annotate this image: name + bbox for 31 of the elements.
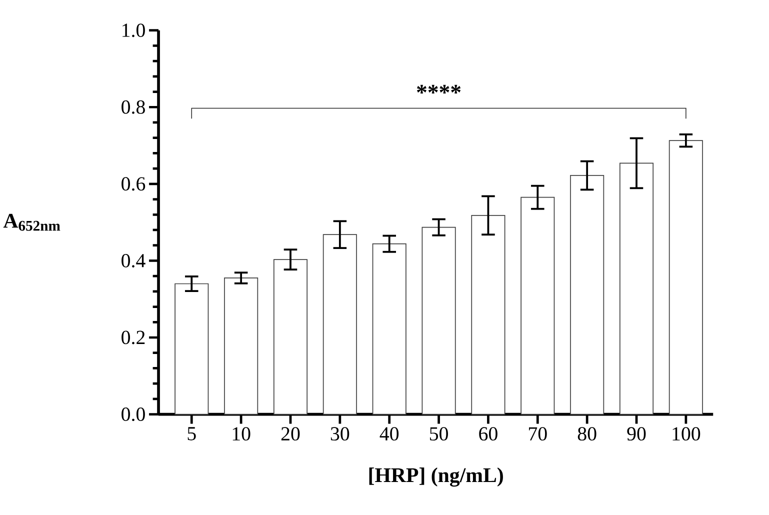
y-tick-label: 1.0 <box>122 24 145 38</box>
bar <box>520 197 555 415</box>
bar <box>372 243 406 415</box>
annotation: **** <box>416 85 461 94</box>
bar <box>422 226 456 415</box>
x-tick-label: 10 <box>232 427 250 441</box>
x-tick-label: 80 <box>578 427 596 441</box>
y-tick-label: 0.0 <box>122 408 145 422</box>
y-tick-label: 0.2 <box>122 330 145 344</box>
x-tick-label: 100 <box>672 427 700 441</box>
bar <box>471 215 506 415</box>
bar <box>570 175 604 415</box>
x-tick-label: 90 <box>627 427 646 441</box>
bar <box>224 278 258 415</box>
y-axis-title: A$_{652nm}$ <box>3 214 60 231</box>
y-tick-label: 0.8 <box>122 100 145 114</box>
y-tick-label: 0.4 <box>122 254 146 268</box>
x-tick-label: 20 <box>281 427 300 441</box>
x-tick-label: 50 <box>430 427 448 441</box>
y-tick-label: 0.6 <box>122 177 146 191</box>
bar <box>174 283 209 415</box>
x-tick-label: 60 <box>479 427 498 441</box>
x-tick-label: 40 <box>380 427 399 441</box>
bar <box>273 259 308 415</box>
bar <box>322 234 357 415</box>
x-axis-title: [HRP] (ng/mL) <box>369 468 503 487</box>
bar <box>619 162 654 415</box>
x-tick-label: 5 <box>188 427 196 440</box>
bar <box>668 140 703 415</box>
x-tick-label: 70 <box>529 427 547 441</box>
x-tick-label: 30 <box>330 427 350 441</box>
